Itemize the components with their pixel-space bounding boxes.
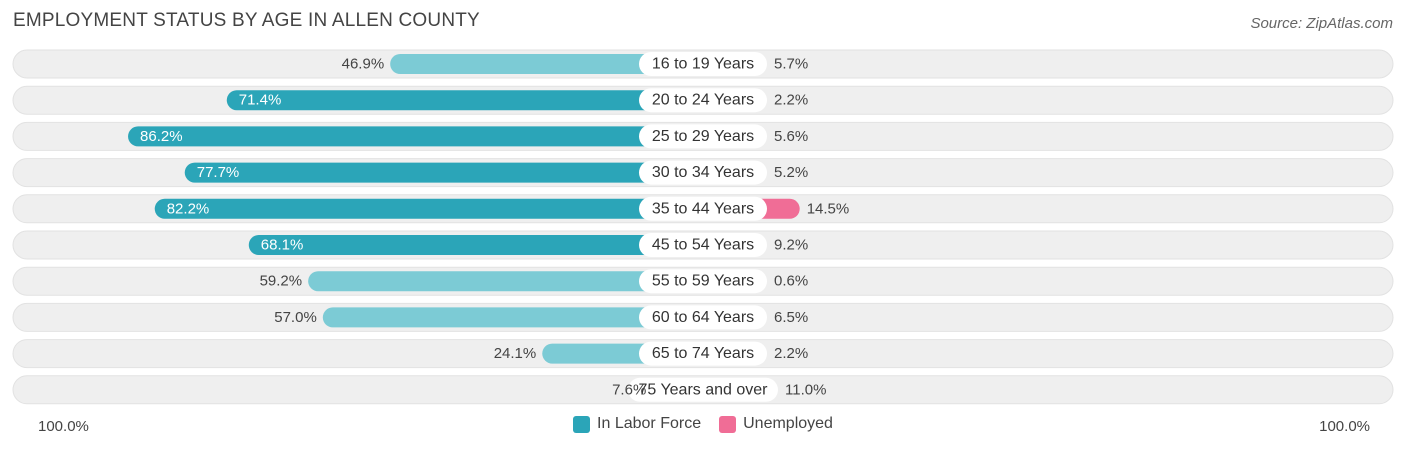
data-label-unemployed: 5.7% xyxy=(774,56,808,73)
category-label: 75 Years and over xyxy=(639,381,769,398)
category-label: 30 to 34 Years xyxy=(652,164,754,181)
category-pill xyxy=(639,196,767,221)
bar-labor xyxy=(322,307,703,328)
legend-swatch-labor xyxy=(573,415,591,433)
data-label-unemployed: 6.5% xyxy=(774,309,808,326)
legend: In Labor Force Unemployed xyxy=(0,415,1406,433)
category-pill xyxy=(639,124,767,149)
data-label-labor: 71.4% xyxy=(239,92,282,109)
bar-labor xyxy=(154,198,703,219)
category-pill xyxy=(639,269,767,294)
bar-labor xyxy=(226,90,703,111)
data-label-unemployed: 0.6% xyxy=(774,273,808,290)
category-label: 60 to 64 Years xyxy=(652,309,754,326)
data-label-labor: 57.0% xyxy=(274,309,317,326)
category-pill xyxy=(639,305,767,330)
chart-canvas: 16 to 19 Years 46.9% 5.7% 20 to 24 Years 71.… xyxy=(12,49,1394,405)
category-pill xyxy=(639,233,767,257)
data-label-unemployed: 5.6% xyxy=(774,128,808,145)
data-label-labor: 77.7% xyxy=(197,164,240,181)
bar-labor xyxy=(390,54,703,74)
data-label-unemployed: 9.2% xyxy=(774,237,808,254)
axis-right-label: 100.0% xyxy=(1319,418,1370,435)
data-label-labor: 46.9% xyxy=(342,56,385,73)
data-label-labor: 68.1% xyxy=(261,237,304,254)
legend-label-unemployed: Unemployed xyxy=(743,415,833,432)
data-label-unemployed: 5.2% xyxy=(774,164,808,181)
legend-swatch-unemployed xyxy=(719,415,737,433)
bar-labor xyxy=(308,271,703,292)
legend-item-unemployed[interactable]: Unemployed xyxy=(719,415,833,433)
category-label: 25 to 29 Years xyxy=(652,128,754,145)
axis-left-label: 100.0% xyxy=(38,418,89,435)
category-pill xyxy=(639,160,767,185)
category-pill xyxy=(639,88,767,113)
category-label: 65 to 74 Years xyxy=(652,345,754,362)
source-note: Source: ZipAtlas.com xyxy=(1250,15,1393,32)
legend-item-labor[interactable]: In Labor Force xyxy=(573,415,701,433)
bar-labor xyxy=(248,235,703,255)
data-label-unemployed: 11.0% xyxy=(785,381,826,398)
data-label-unemployed: 14.5% xyxy=(807,200,850,217)
chart-title: EMPLOYMENT STATUS BY AGE IN ALLEN COUNTY xyxy=(13,10,480,31)
data-label-unemployed: 2.2% xyxy=(774,345,808,362)
category-label: 16 to 19 Years xyxy=(652,56,754,73)
data-label-labor: 24.1% xyxy=(494,345,537,362)
legend-label-labor: In Labor Force xyxy=(597,415,702,432)
category-pill xyxy=(628,377,778,402)
data-label-labor: 86.2% xyxy=(140,128,183,145)
category-label: 45 to 54 Years xyxy=(652,237,754,254)
bar-labor xyxy=(184,162,704,183)
category-label: 35 to 44 Years xyxy=(652,200,754,217)
category-label: 20 to 24 Years xyxy=(652,92,754,109)
data-label-labor: 82.2% xyxy=(167,200,210,217)
bar-labor xyxy=(128,126,703,147)
data-label-labor: 59.2% xyxy=(260,273,303,290)
data-label-unemployed: 2.2% xyxy=(774,92,808,109)
category-pill xyxy=(639,341,767,366)
category-pill xyxy=(639,52,767,76)
data-label-labor: 7.6% xyxy=(612,381,646,398)
category-label: 55 to 59 Years xyxy=(652,273,754,290)
